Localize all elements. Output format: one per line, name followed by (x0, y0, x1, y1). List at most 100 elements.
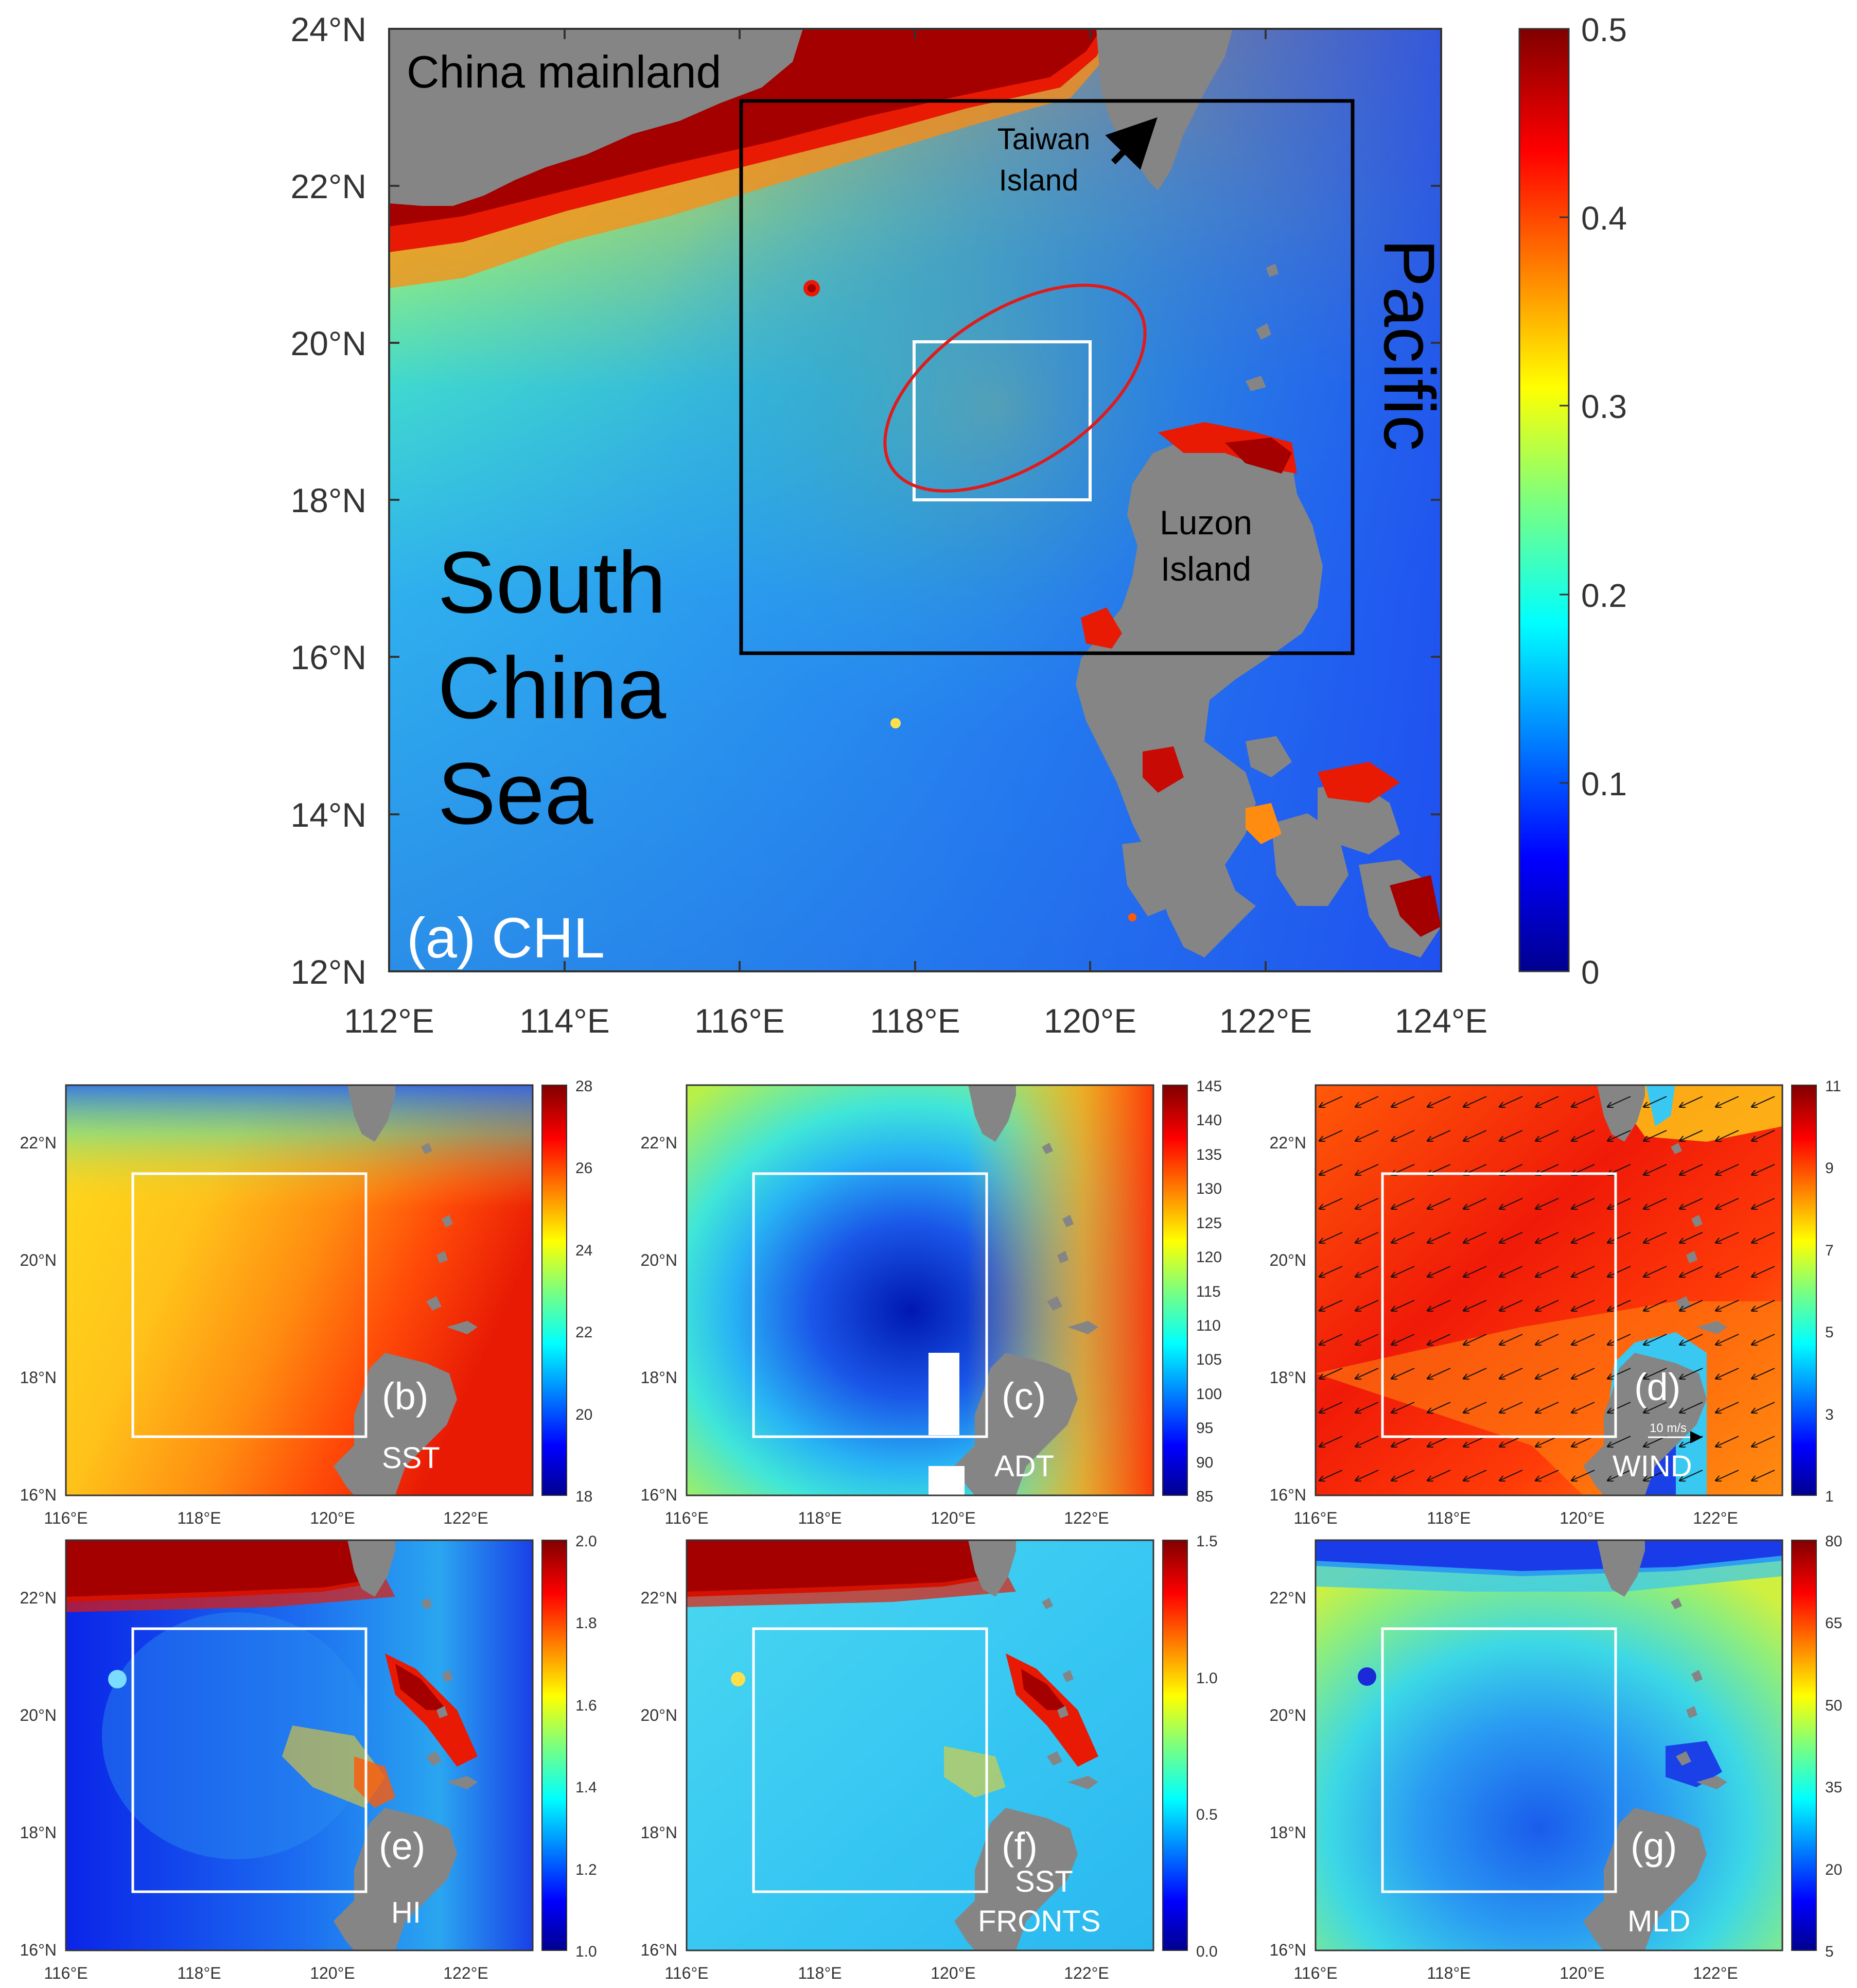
wind-vector (1680, 1130, 1703, 1141)
wind-vector (1644, 1300, 1667, 1311)
wind-vector (1536, 1096, 1559, 1107)
svg-text:18°N: 18°N (1270, 1368, 1307, 1387)
panel-f-fronts: (f) SST FRONTS 22°N 20°N 18°N 16°N 116°E… (641, 1533, 1218, 1982)
wind-vector (1572, 1198, 1595, 1209)
wind-vector (1680, 1232, 1703, 1243)
svg-text:118°E: 118°E (177, 1964, 221, 1982)
wind-vector (1716, 1232, 1739, 1243)
bloom-ellipse (883, 284, 1147, 493)
svg-text:105: 105 (1196, 1351, 1222, 1368)
wind-vector (1356, 1470, 1379, 1480)
svg-text:1.5: 1.5 (1196, 1533, 1218, 1550)
panel-e-colorbar: 2.0 1.8 1.6 1.4 1.2 1.0 (541, 1533, 597, 1960)
wind-vector (1392, 1130, 1415, 1141)
wind-vector (1356, 1096, 1379, 1107)
wind-vector (1464, 1470, 1487, 1480)
wind-vector (1608, 1198, 1631, 1209)
wind-vector (1716, 1402, 1739, 1412)
svg-text:24°N: 24°N (291, 10, 366, 48)
svg-text:16°N: 16°N (20, 1486, 57, 1504)
box-b (131, 1172, 367, 1438)
wind-vector (1644, 1402, 1667, 1412)
wind-vector (1644, 1470, 1667, 1480)
colorbar-tick: 0.5 (1560, 11, 1627, 48)
svg-text:120: 120 (1196, 1249, 1222, 1266)
svg-text:1.4: 1.4 (575, 1779, 597, 1796)
wind-vector (1536, 1130, 1559, 1141)
wind-vector (1752, 1164, 1775, 1175)
wind-vector (1500, 1300, 1523, 1311)
svg-text:2.0: 2.0 (575, 1533, 597, 1550)
svg-text:18°N: 18°N (291, 481, 366, 519)
svg-text:50: 50 (1825, 1697, 1842, 1714)
wind-vector (1752, 1130, 1775, 1141)
wind-vector (1320, 1130, 1343, 1141)
main-lat-ticks: 24°N 22°N 20°N 18°N 16°N 14°N 12°N (291, 10, 1441, 991)
wind-vector (1356, 1334, 1379, 1345)
svg-text:22°N: 22°N (1270, 1589, 1307, 1607)
wind-vector (1392, 1300, 1415, 1311)
wind-vector (1392, 1198, 1415, 1209)
svg-text:110: 110 (1196, 1317, 1221, 1334)
svg-text:20°N: 20°N (20, 1706, 57, 1724)
svg-text:118°E: 118°E (1427, 1509, 1470, 1527)
wind-vector (1608, 1300, 1631, 1311)
panel-g-lat-ticks: 22°N 20°N 18°N 16°N (1270, 1589, 1307, 1959)
wind-vector (1320, 1368, 1343, 1379)
svg-text:1.2: 1.2 (575, 1861, 597, 1878)
box-g (1381, 1627, 1617, 1893)
wind-vector (1644, 1232, 1667, 1243)
lat-tick: 22°N (291, 167, 1441, 205)
panel-e-name: HI (391, 1896, 421, 1929)
svg-text:116°E: 116°E (664, 1509, 708, 1527)
panel-f-name-line2: FRONTS (978, 1905, 1100, 1938)
wind-vector (1752, 1368, 1775, 1379)
panel-f-label: (f) (1002, 1825, 1038, 1868)
svg-text:7: 7 (1825, 1242, 1834, 1259)
svg-text:1.0: 1.0 (1196, 1670, 1218, 1687)
svg-text:65: 65 (1825, 1615, 1842, 1632)
svg-text:120°E: 120°E (931, 1509, 976, 1527)
svg-text:22°N: 22°N (20, 1133, 57, 1152)
svg-text:9: 9 (1825, 1160, 1834, 1177)
panel-g-colorbar: 80 65 50 35 20 5 (1791, 1533, 1842, 1960)
wind-vector (1536, 1334, 1559, 1345)
svg-text:120°E: 120°E (310, 1964, 355, 1982)
panel-b-label: (b) (382, 1375, 428, 1418)
wind-vector (1572, 1232, 1595, 1243)
wind-vector (1752, 1300, 1775, 1311)
svg-text:16°N: 16°N (291, 638, 366, 676)
wind-vector (1428, 1470, 1451, 1480)
wind-vector (1752, 1096, 1775, 1107)
wind-vector (1428, 1368, 1451, 1379)
svg-text:115: 115 (1196, 1283, 1221, 1300)
svg-text:120°E: 120°E (1560, 1509, 1605, 1527)
svg-text:20: 20 (1825, 1861, 1842, 1878)
svg-text:18°N: 18°N (20, 1823, 57, 1842)
wind-vector (1536, 1198, 1559, 1209)
wind-vector (1608, 1368, 1631, 1379)
wind-vector (1392, 1266, 1415, 1277)
wind-vector (1500, 1198, 1523, 1209)
wind-vector (1572, 1470, 1595, 1480)
wind-vector (1716, 1130, 1739, 1141)
panel-e-hi: (e) HI 22°N 20°N 18°N 16°N 116°E 118°E 1… (20, 1533, 597, 1982)
wind-vector (1464, 1266, 1487, 1277)
wind-vector (1680, 1368, 1703, 1379)
svg-text:1.0: 1.0 (575, 1943, 597, 1960)
wind-vector (1680, 1096, 1703, 1107)
wind-vector (1572, 1266, 1595, 1277)
panel-d-name: WIND (1613, 1450, 1692, 1483)
svg-text:116°E: 116°E (1293, 1964, 1337, 1982)
svg-text:116°E: 116°E (44, 1509, 87, 1527)
svg-text:120°E: 120°E (1560, 1964, 1605, 1982)
wind-vector (1716, 1198, 1739, 1209)
svg-text:18°N: 18°N (20, 1368, 57, 1387)
luzon-land (1076, 443, 1323, 957)
panel-b-lon-ticks: 116°E 118°E 120°E 122°E (44, 1509, 488, 1527)
svg-text:122°E: 122°E (1064, 1509, 1109, 1527)
wind-vector (1644, 1368, 1667, 1379)
svg-text:130: 130 (1196, 1180, 1222, 1197)
wind-vector (1680, 1470, 1703, 1480)
